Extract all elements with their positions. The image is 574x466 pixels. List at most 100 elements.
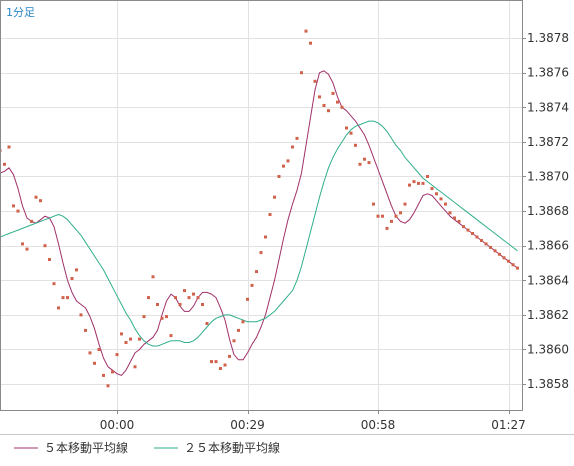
price-point (88, 351, 92, 355)
x-tick-label: 00:00 (100, 418, 135, 432)
price-point (268, 213, 272, 216)
y-tick-label: 1.3864 (527, 273, 569, 287)
y-tick-label: 1.3874 (527, 100, 569, 114)
price-point (286, 159, 290, 163)
price-point (57, 306, 60, 310)
price-point (174, 296, 177, 300)
price-point (219, 367, 222, 370)
x-tick-label: 00:29 (230, 418, 265, 432)
price-point (516, 266, 519, 270)
price-point (282, 164, 285, 168)
price-point (214, 360, 218, 364)
price-point (273, 195, 276, 199)
price-point (439, 197, 443, 201)
price-point (138, 337, 141, 341)
ma25-line (0, 120, 518, 347)
y-tick-label: 1.3870 (527, 169, 569, 183)
price-point (30, 219, 33, 223)
price-point (300, 71, 303, 75)
period-label: 1分足 (6, 6, 35, 19)
price-point (106, 384, 110, 388)
y-tick-label: 1.3862 (527, 308, 569, 322)
price-point (394, 214, 398, 218)
price-point (147, 296, 150, 300)
price-point (232, 339, 236, 343)
price-point (430, 187, 434, 191)
legend: ５本移動平均線 ２５本移動平均線 (14, 440, 280, 455)
price-point (205, 322, 209, 325)
price-point (151, 275, 155, 279)
legend-label-ma5: ５本移動平均線 (44, 440, 128, 455)
price-point (322, 104, 326, 107)
price-point (345, 126, 348, 130)
price-point (385, 226, 389, 230)
price-point (223, 363, 227, 367)
price-point (381, 214, 384, 218)
price-point (255, 270, 258, 274)
x-axis-labels: 00:00 00:29 00:58 01:27 (100, 410, 526, 432)
price-point (246, 297, 249, 301)
y-tick-label: 1.3860 (527, 342, 569, 356)
price-point (507, 259, 510, 263)
price-point (372, 202, 375, 206)
price-point (390, 219, 393, 223)
price-point (489, 245, 492, 249)
plot-area-border (0, 0, 523, 411)
price-point (241, 320, 245, 324)
price-point (228, 354, 231, 358)
price-point (408, 183, 411, 187)
price-point (178, 303, 182, 306)
price-point (399, 211, 402, 215)
price-point (367, 161, 371, 165)
price-point (444, 202, 447, 206)
x-tick-label: 01:27 (491, 418, 526, 432)
price-point (331, 91, 335, 95)
price-point (471, 232, 474, 235)
price-point (259, 251, 263, 255)
price-point (277, 175, 281, 178)
price-point (336, 100, 339, 104)
price-point (313, 79, 317, 83)
price-point (237, 328, 240, 332)
price-point (93, 361, 96, 365)
price-point (264, 235, 267, 239)
price-point (84, 328, 87, 332)
price-point (412, 180, 416, 184)
price-point (327, 109, 330, 113)
price-point (201, 303, 204, 306)
y-tick-label: 1.3878 (527, 31, 569, 45)
price-point (34, 195, 38, 199)
price-point (462, 225, 465, 229)
price-point (183, 289, 186, 293)
price-point (210, 360, 213, 364)
price-point (295, 136, 299, 140)
price-point (457, 219, 461, 223)
price-point (187, 296, 191, 300)
price-point (124, 341, 128, 344)
price-point (12, 204, 15, 208)
price-point (466, 228, 470, 232)
price-point (250, 283, 254, 287)
price-point (165, 315, 168, 319)
price-point (79, 313, 83, 317)
price-point (502, 256, 506, 260)
price-point (129, 337, 132, 341)
price-point (435, 192, 438, 196)
price-point (43, 244, 47, 248)
price-point (102, 373, 105, 377)
price-point (448, 211, 452, 215)
price-point (318, 95, 321, 99)
price-point (349, 131, 353, 135)
price-point (421, 181, 425, 185)
price-point (3, 162, 6, 166)
ma5-line (0, 70, 518, 376)
price-point (16, 209, 20, 213)
price-point (70, 277, 74, 280)
price-point (453, 216, 456, 220)
x-tick-label: 00:58 (361, 418, 396, 432)
price-point (403, 202, 407, 206)
price-point (61, 296, 65, 300)
